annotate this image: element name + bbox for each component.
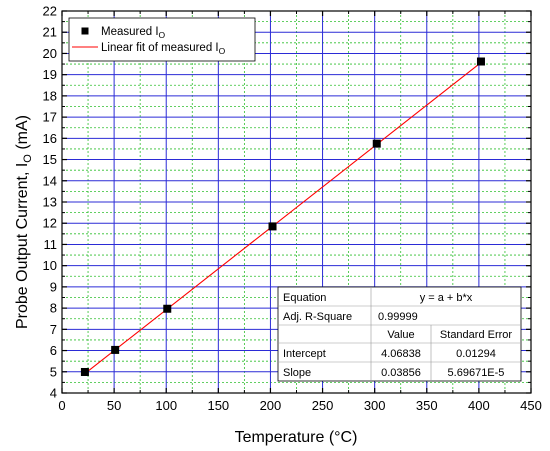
y-tick-label: 22 [43, 4, 57, 19]
x-tick-label: 300 [364, 398, 386, 413]
x-tick-label: 100 [155, 398, 177, 413]
fit-table-cell: 0.01294 [456, 348, 496, 360]
x-tick-label: 200 [260, 398, 282, 413]
y-tick-label: 7 [50, 322, 57, 337]
fit-table-cell: Value [387, 329, 414, 341]
x-tick-label: 400 [468, 398, 490, 413]
measured-point [373, 140, 381, 148]
x-tick-label: 250 [312, 398, 334, 413]
fit-results-table: Equation y = a + b*x Adj. R-Square 0.999… [278, 287, 521, 381]
fit-table-cell: Adj. R-Square [283, 311, 352, 323]
fit-table-cell: 4.06838 [381, 348, 421, 360]
x-tick-label: 450 [520, 398, 542, 413]
legend: Measured IO Linear fit of measured IO [69, 18, 255, 61]
y-tick-label: 13 [43, 195, 57, 210]
y-tick-label: 15 [43, 152, 57, 167]
fit-table-cell: Equation [283, 292, 326, 304]
fit-table-cell: 0.03856 [381, 367, 421, 379]
y-tick-label: 20 [43, 46, 57, 61]
y-tick-label: 19 [43, 67, 57, 82]
x-axis-title: Temperature (°C) [235, 429, 358, 446]
fit-table-cell: Intercept [283, 348, 326, 360]
y-tick-label: 5 [50, 364, 57, 379]
measured-point [81, 368, 89, 376]
y-tick-label: 14 [43, 173, 57, 188]
fit-table-cell: 0.99999 [378, 311, 418, 323]
y-tick-label: 10 [43, 258, 57, 273]
fit-table-cell: Standard Error [440, 329, 512, 341]
legend-label-fit: Linear fit of measured IO [101, 42, 226, 56]
y-tick-label: 9 [50, 279, 57, 294]
legend-marker-measured [82, 28, 89, 35]
x-tick-label: 50 [107, 398, 121, 413]
x-tick-label: 350 [416, 398, 438, 413]
measured-point [269, 222, 277, 230]
y-tick-label: 4 [50, 386, 57, 401]
y-tick-label: 8 [50, 301, 57, 316]
fit-table-cell: Slope [283, 367, 311, 379]
y-tick-label: 6 [50, 343, 57, 358]
y-tick-label: 21 [43, 25, 57, 40]
measured-point [477, 58, 485, 66]
y-tick-label: 17 [43, 110, 57, 125]
y-tick-label: 12 [43, 216, 57, 231]
measured-point [111, 346, 119, 354]
legend-label-measured: Measured IO [101, 26, 166, 40]
y-tick-label: 16 [43, 131, 57, 146]
x-tick-label: 0 [58, 398, 65, 413]
y-tick-label: 18 [43, 88, 57, 103]
x-tick-label: 150 [207, 398, 229, 413]
fit-table-cell: 5.69671E-5 [448, 367, 505, 379]
y-tick-label: 11 [44, 237, 58, 252]
measured-point [163, 305, 171, 313]
fit-table-cell: y = a + b*x [420, 292, 473, 304]
